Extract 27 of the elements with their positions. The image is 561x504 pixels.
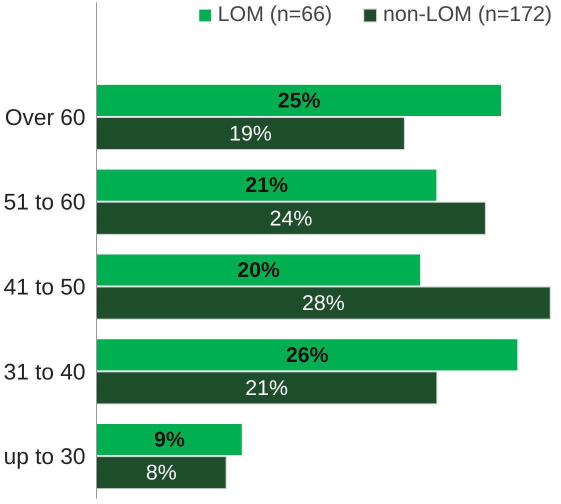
bar xyxy=(96,202,486,235)
y-tick-label: 31 to 40 xyxy=(4,358,86,384)
data-label: 21% xyxy=(245,173,288,198)
data-label: 8% xyxy=(146,460,177,485)
legend-label: non-LOM (n=172) xyxy=(383,2,552,27)
data-label: 26% xyxy=(286,342,329,367)
bar xyxy=(96,423,243,456)
y-tick-label: 41 to 50 xyxy=(4,274,86,300)
bar xyxy=(96,84,502,117)
data-label: 25% xyxy=(278,88,320,112)
y-tick-label: up to 30 xyxy=(4,443,86,470)
bar xyxy=(96,286,551,320)
data-label: 21% xyxy=(245,376,288,400)
bar xyxy=(96,116,405,150)
y-tick-label: 51 to 60 xyxy=(4,188,86,215)
legend-label: LOM (n=66) xyxy=(218,2,332,27)
bar xyxy=(96,338,518,372)
data-label: 9% xyxy=(154,428,185,452)
data-label: 28% xyxy=(302,291,345,316)
bar xyxy=(96,168,438,202)
y-tick-label: Over 60 xyxy=(4,104,86,130)
data-label: 24% xyxy=(270,206,312,230)
data-label: 19% xyxy=(229,121,272,146)
data-label: 20% xyxy=(237,258,280,282)
bar xyxy=(96,371,438,404)
bar xyxy=(96,456,227,490)
bar xyxy=(96,253,422,287)
